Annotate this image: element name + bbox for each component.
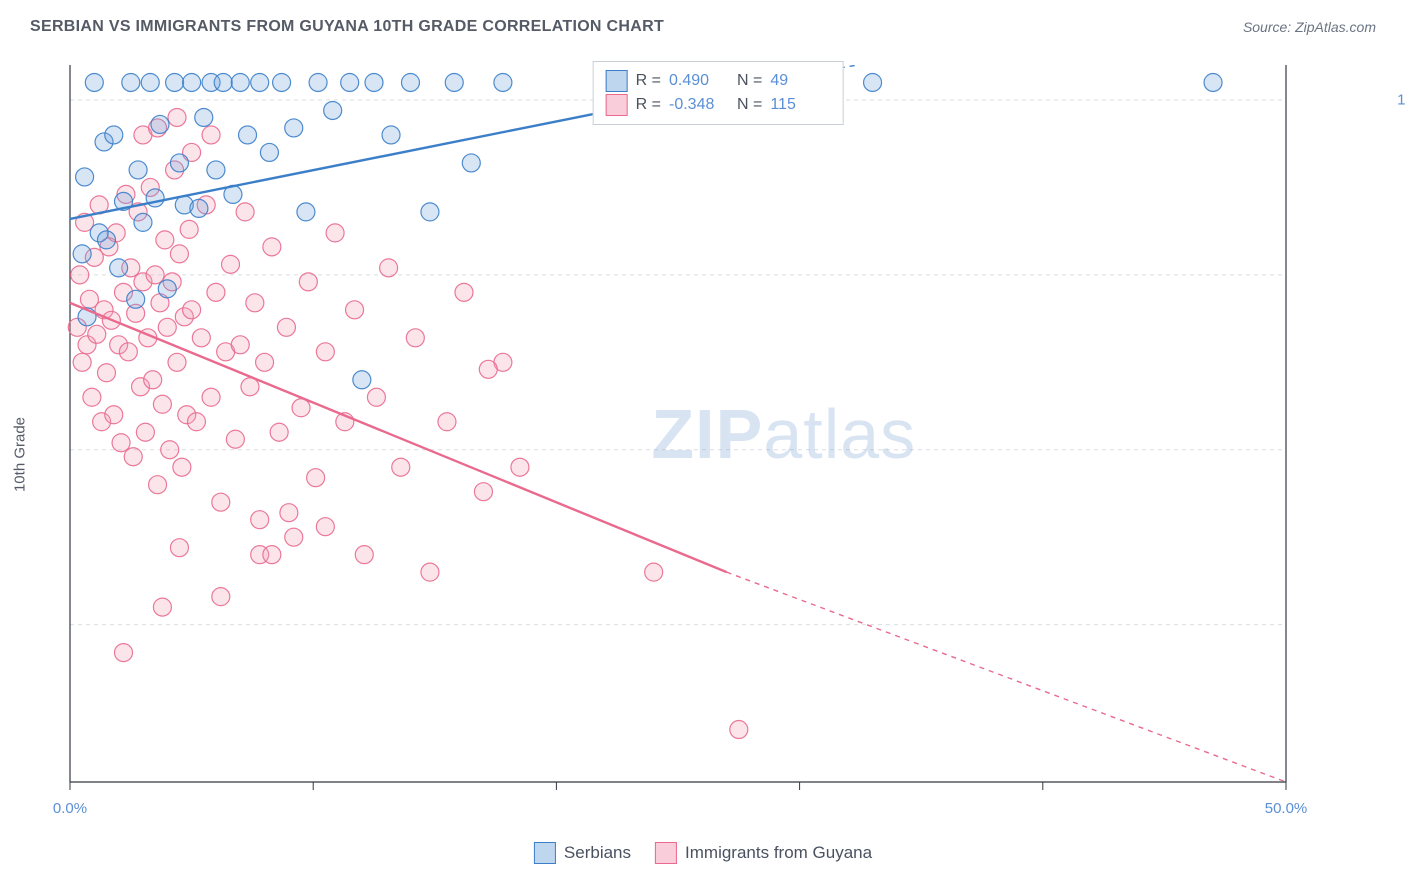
source-link[interactable]: ZipAtlas.com <box>1295 19 1376 35</box>
legend-item-serbians: Serbians <box>534 842 631 864</box>
r-label: R = <box>636 72 661 90</box>
legend-swatch-icon <box>534 842 556 864</box>
series-legend: Serbians Immigrants from Guyana <box>534 842 872 864</box>
r-value-2: -0.348 <box>669 96 729 114</box>
r-label: R = <box>636 96 661 114</box>
legend-item-guyana: Immigrants from Guyana <box>655 842 872 864</box>
chart-title: SERBIAN VS IMMIGRANTS FROM GUYANA 10TH G… <box>30 18 664 36</box>
n-value-2: 115 <box>770 96 830 114</box>
x-tick-label: 50.0% <box>1265 800 1308 817</box>
y-tick-label: 100.0% <box>1397 91 1406 108</box>
n-value-1: 49 <box>770 72 830 90</box>
r-value-1: 0.490 <box>669 72 729 90</box>
n-label: N = <box>737 96 762 114</box>
correlation-row-2: R = -0.348 N = 115 <box>606 94 831 116</box>
y-axis-label: 10th Grade <box>12 417 29 492</box>
correlation-row-1: R = 0.490 N = 49 <box>606 70 831 92</box>
n-label: N = <box>737 72 762 90</box>
legend-label: Immigrants from Guyana <box>685 843 872 863</box>
plot-area: ZIPatlas R = 0.490 N = 49 R = -0.348 N =… <box>60 55 1376 812</box>
scatter-chart-svg <box>60 55 1376 812</box>
x-tick-label: 0.0% <box>53 800 87 817</box>
chart-header: SERBIAN VS IMMIGRANTS FROM GUYANA 10TH G… <box>0 0 1406 44</box>
source-attribution: Source: ZipAtlas.com <box>1243 19 1376 35</box>
legend-swatch-icon <box>655 842 677 864</box>
legend-swatch-guyana <box>606 94 628 116</box>
legend-label: Serbians <box>564 843 631 863</box>
legend-swatch-serbians <box>606 70 628 92</box>
correlation-legend: R = 0.490 N = 49 R = -0.348 N = 115 <box>593 61 844 125</box>
source-label: Source: <box>1243 19 1291 35</box>
